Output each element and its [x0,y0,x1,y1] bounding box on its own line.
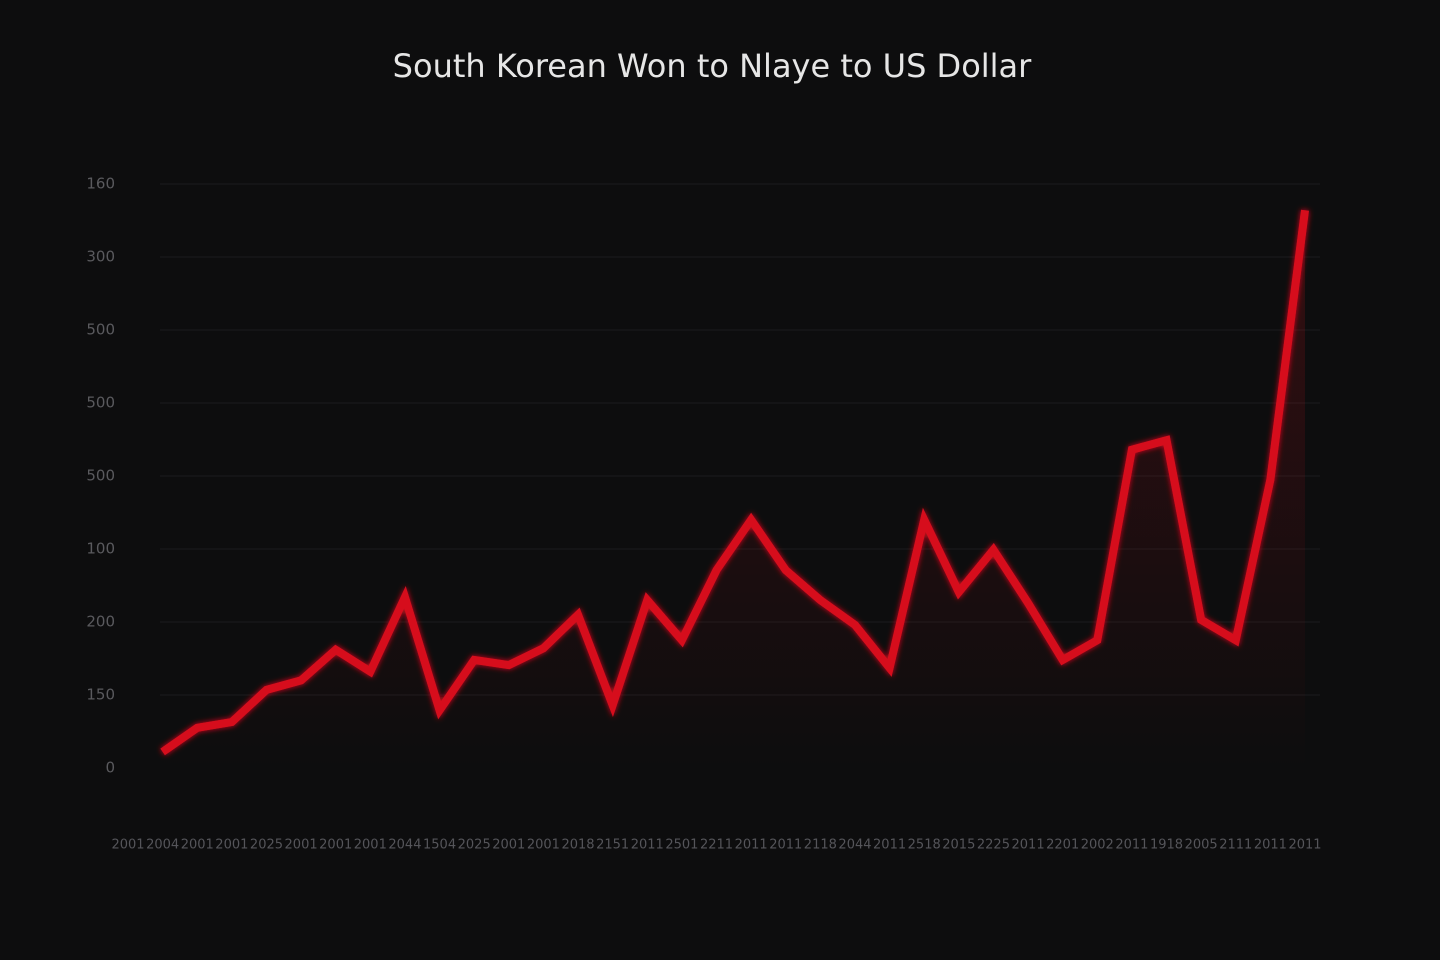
line-area [162,210,1305,768]
x-tick-label: 2001 [285,838,318,853]
x-tick-label: 2118 [804,838,837,853]
y-tick-label: 100 [86,540,115,558]
x-tick-label: 2001 [215,838,248,853]
x-tick-label: 2001 [111,838,144,853]
x-tick-label: 2201 [1046,838,1079,853]
x-tick-label: 2001 [181,838,214,853]
x-tick-label: 2015 [942,838,975,853]
x-tick-label: 2044 [838,838,871,853]
y-tick-label: 160 [86,175,115,193]
y-tick-label: 0 [105,759,115,777]
y-tick-label: 300 [86,248,115,266]
y-tick-label: 150 [86,686,115,704]
x-tick-label: 2011 [1254,838,1287,853]
x-tick-label: 2011 [631,838,664,853]
x-tick-label: 2025 [458,838,491,853]
x-tick-label: 2151 [596,838,629,853]
x-tick-label: 2002 [1081,838,1114,853]
x-tick-label: 1918 [1150,838,1183,853]
x-tick-label: 1504 [423,838,456,853]
x-tick-label: 2011 [735,838,768,853]
x-tick-label: 2001 [354,838,387,853]
x-tick-label: 2001 [319,838,352,853]
x-tick-label: 2001 [527,838,560,853]
y-tick-label: 500 [86,467,115,485]
x-tick-label: 2011 [873,838,906,853]
x-tick-label: 2011 [1288,838,1321,853]
x-tick-label: 2001 [492,838,525,853]
chart-title: South Korean Won to Nlaye to US Dollar [393,47,1032,85]
x-tick-label: 2518 [908,838,941,853]
y-tick-label: 200 [86,613,115,631]
y-tick-label: 500 [86,394,115,412]
x-tick-label: 2004 [146,838,179,853]
x-tick-label: 2501 [665,838,698,853]
x-tick-label: 2025 [250,838,283,853]
x-tick-label: 2011 [1012,838,1045,853]
data-line [160,209,1309,756]
x-tick-label: 2111 [1219,838,1252,853]
x-tick-label: 2018 [561,838,594,853]
x-tick-label: 2011 [769,838,802,853]
x-tick-label: 2225 [977,838,1010,853]
y-tick-label: 500 [86,321,115,339]
x-tick-label: 2011 [1115,838,1148,853]
x-tick-label: 2211 [700,838,733,853]
x-tick-label: 2005 [1185,838,1218,853]
x-tick-label: 2044 [388,838,421,853]
